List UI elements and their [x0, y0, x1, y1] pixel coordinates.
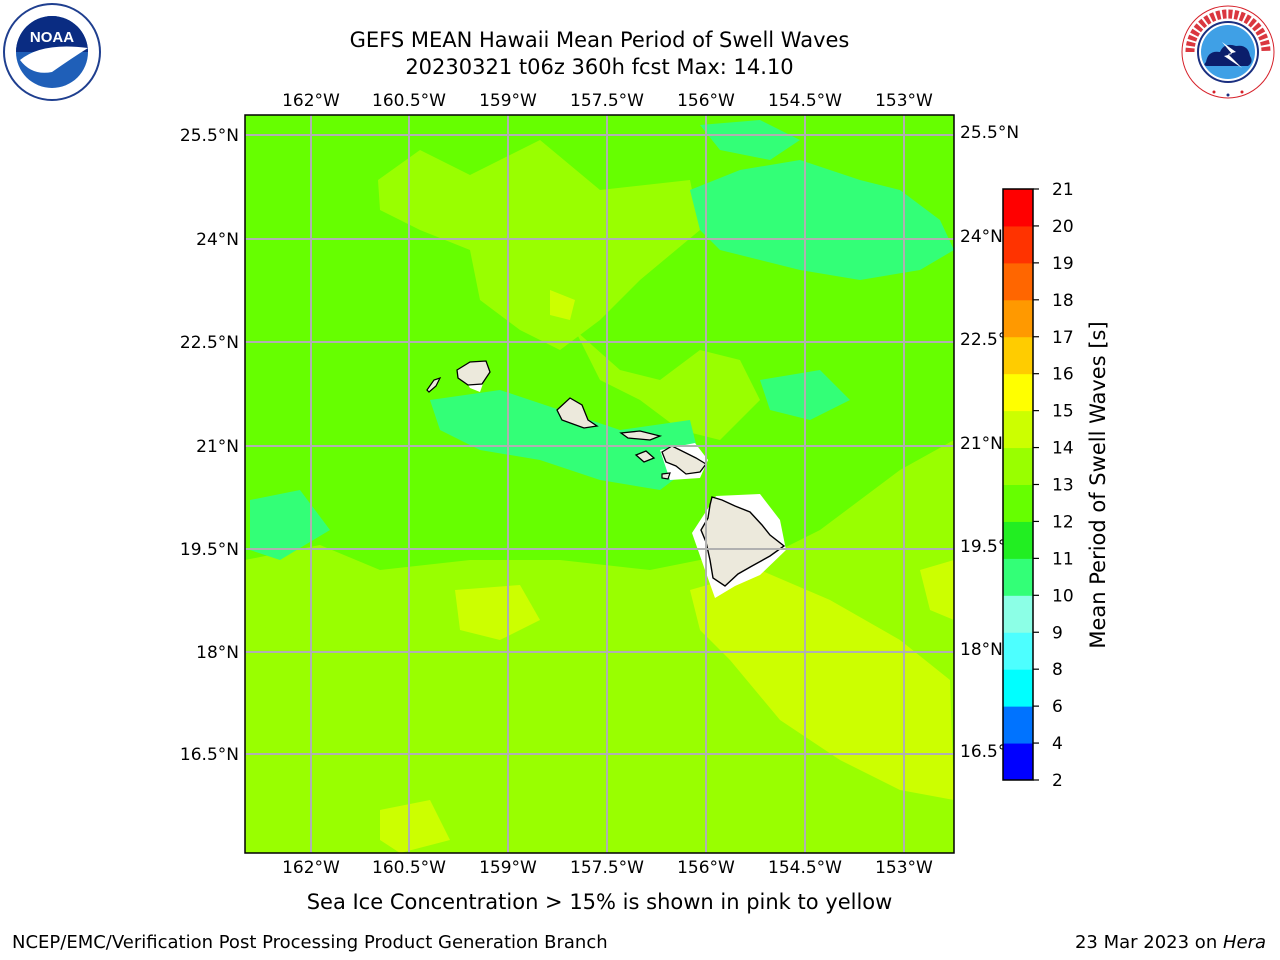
sea-ice-note: Sea Ice Concentration > 15% is shown in …: [306, 890, 893, 914]
colorbar-swatch: [1003, 484, 1033, 522]
lon-label-bottom: 159°W: [479, 858, 537, 878]
contour-region-13-14: [245, 440, 954, 853]
lon-label-top: 162°W: [282, 91, 340, 111]
contour-region-10-11: [430, 390, 700, 490]
contour-region-13-14: [245, 620, 400, 790]
colorbar-tick-label: 12: [1052, 512, 1074, 532]
colorbar-swatch: [1003, 262, 1033, 301]
credit-text: NCEP/EMC/Verification Post Processing Pr…: [12, 932, 608, 953]
colorbar-swatch: [1003, 410, 1033, 449]
lon-label-top: 156°W: [677, 91, 735, 111]
colorbar-swatch: [1003, 373, 1033, 412]
lat-label-left: 25.5°N: [180, 126, 239, 146]
colorbar-tick-label: 9: [1052, 623, 1063, 643]
lon-label-bottom: 156°W: [677, 858, 735, 878]
lat-label-left: 16.5°N: [180, 745, 239, 765]
colorbar: 2 4 6 8 9 10 11 12 13 14 15 16 17 18 19 20 21: [1002, 180, 1074, 791]
colorbar-tick-label: 20: [1052, 217, 1074, 237]
colorbar-swatch: [1003, 743, 1033, 781]
lon-label-bottom: 160.5°W: [372, 858, 446, 878]
contour-region-14: [690, 570, 954, 800]
lat-label-left: 21°N: [196, 437, 239, 457]
colorbar-tick-label: 4: [1052, 734, 1063, 754]
colorbar-swatch: [1003, 595, 1033, 633]
lon-label-bottom: 154.5°W: [768, 858, 842, 878]
colorbar-tick-label: 19: [1052, 254, 1074, 274]
map-subtitle: 20230321 t06z 360h fcst Max: 14.10: [405, 55, 794, 79]
map-frame: [244, 114, 955, 854]
contour-region-14: [550, 290, 575, 320]
lon-label-top: 157.5°W: [570, 91, 644, 111]
colorbar-swatch: [1003, 632, 1033, 670]
colorbar-tick-label: 16: [1052, 365, 1074, 385]
graticule: [245, 115, 954, 853]
colorbar-tick-label: 2: [1052, 771, 1063, 791]
map-title: GEFS MEAN Hawaii Mean Period of Swell Wa…: [349, 28, 850, 52]
date-value: 23 Mar 2023 on: [1074, 932, 1223, 953]
contour-region-14: [455, 585, 540, 640]
colorbar-tick-label: 18: [1052, 291, 1074, 311]
lon-label-top: 160.5°W: [372, 91, 446, 111]
colorbar-swatch: [1003, 447, 1033, 485]
lat-label-left: 18°N: [196, 643, 239, 663]
lon-label-top: 153°W: [875, 91, 933, 111]
island-molokai: [619, 430, 663, 441]
contour-region-10-11: [690, 160, 954, 280]
lat-label-right: 21°N: [960, 434, 1003, 454]
lon-label-bottom: 153°W: [875, 858, 933, 878]
colorbar-tick-label: 6: [1052, 697, 1063, 717]
contour-region-14: [920, 560, 954, 620]
colorbar-swatch: [1003, 225, 1033, 264]
colorbar-swatch: [1003, 336, 1033, 375]
lon-label-top: 154.5°W: [768, 91, 842, 111]
colorbar-tick-label: 13: [1052, 476, 1074, 496]
colorbar-tick-label: 10: [1052, 586, 1074, 606]
lat-label-left: 19.5°N: [180, 540, 239, 560]
island-kauai: [456, 360, 491, 386]
lat-label-right: 24°N: [960, 227, 1003, 247]
contour-region-13-14: [378, 140, 700, 350]
contour-region-14: [380, 800, 450, 853]
nws-logo: [1181, 5, 1275, 99]
colorbar-swatch: [1003, 558, 1033, 596]
contour-region-13-14: [575, 330, 760, 440]
island-hawaii: [700, 496, 786, 587]
colorbar-swatch: [1003, 521, 1033, 559]
island-oahu: [556, 397, 599, 429]
colorbar-tick-label: 21: [1052, 180, 1074, 200]
colorbar-swatch: [1003, 706, 1033, 744]
colorbar-tick-label: 8: [1052, 660, 1063, 680]
lat-label-right: 25.5°N: [960, 123, 1019, 143]
lat-label-left: 22.5°N: [180, 333, 239, 353]
colorbar-tick-label: 17: [1052, 328, 1074, 348]
lon-label-top: 159°W: [479, 91, 537, 111]
colorbar-swatch: [1003, 189, 1033, 227]
island-niihau: [426, 376, 442, 393]
colorbar-tick-label: 14: [1052, 439, 1074, 459]
lon-label-bottom: 162°W: [282, 858, 340, 878]
colorbar-tick-label: 11: [1052, 549, 1074, 569]
date-text: 23 Mar 2023 on Hera: [1075, 932, 1266, 953]
colorbar-swatch: [1003, 669, 1033, 707]
colorbar-label: Mean Period of Swell Waves [s]: [1086, 321, 1110, 648]
contour-region-10-11: [700, 120, 800, 160]
colorbar-tick-label: 15: [1052, 402, 1074, 422]
lon-label-bottom: 157.5°W: [570, 858, 644, 878]
island-kahoolawe: [661, 472, 671, 480]
map-field: [245, 115, 954, 853]
host-name: Hera: [1222, 932, 1266, 953]
island-maui: [661, 445, 707, 475]
colorbar-swatch: [1003, 299, 1033, 338]
noaa-logo-text: NOAA: [30, 29, 74, 46]
lat-label-left: 24°N: [196, 230, 239, 250]
island-lanai: [634, 450, 656, 463]
noaa-logo: NOAA: [3, 3, 101, 101]
lat-label-right: 18°N: [960, 640, 1003, 660]
